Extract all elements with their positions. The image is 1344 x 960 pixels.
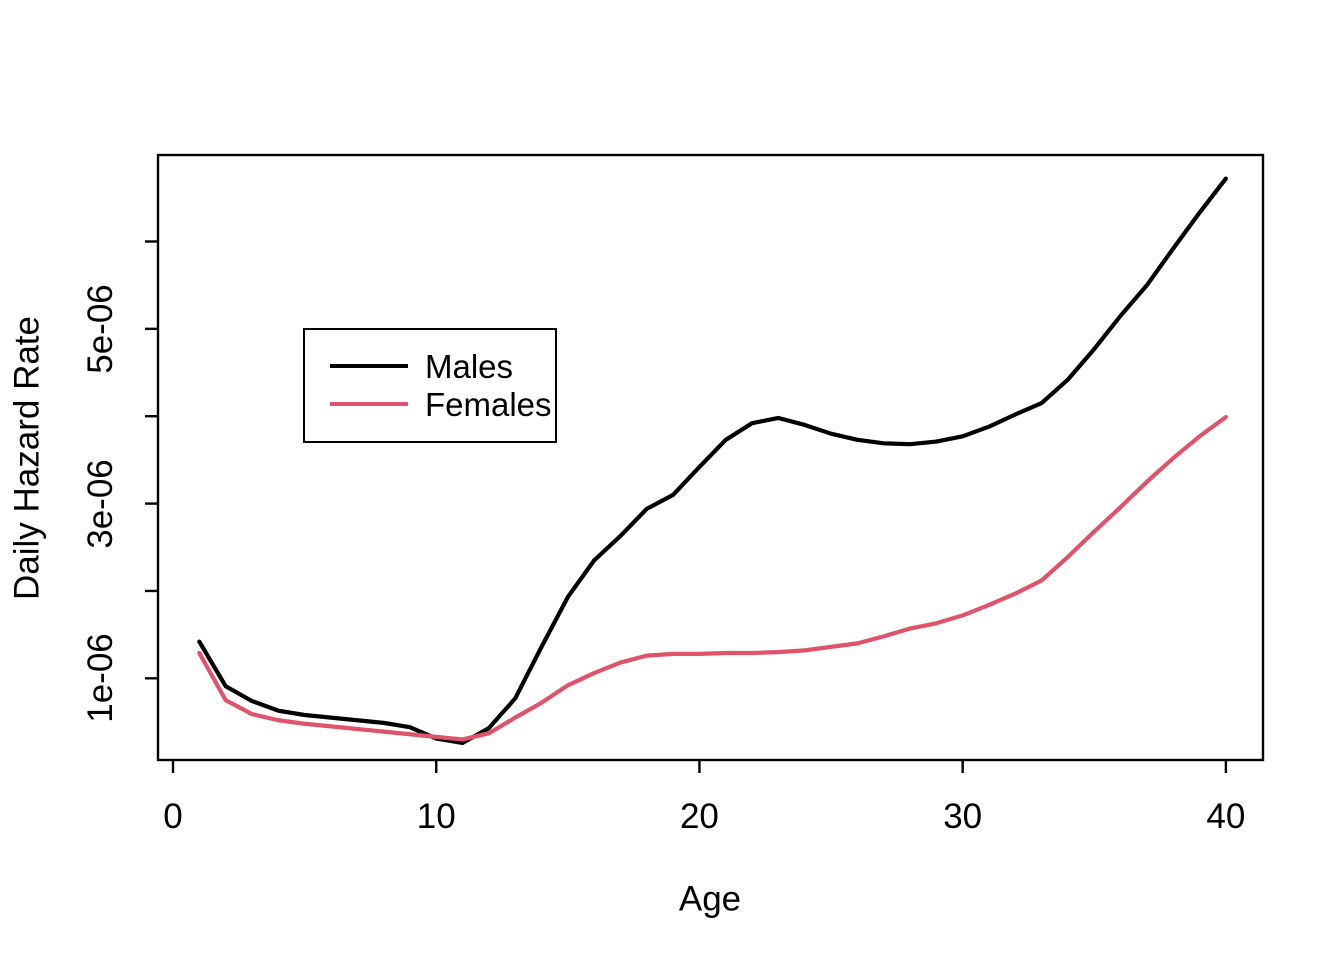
x-axis-title: Age [678, 879, 742, 919]
x-tick-label: 20 [679, 797, 719, 836]
series-line-females [197, 414, 1228, 742]
legend-row-females: Females [330, 386, 552, 422]
y-tick-label: 3e-06 [80, 458, 120, 549]
x-tick-label: 10 [416, 797, 456, 836]
legend-line-swatch-males [330, 364, 408, 368]
series-line-males [197, 176, 1228, 746]
x-tick-label: 40 [1206, 797, 1246, 836]
legend-row-males: Males [330, 348, 513, 384]
plot-box [156, 153, 1265, 762]
y-tick-label: 1e-06 [80, 633, 120, 724]
x-tick-label: 30 [943, 797, 983, 836]
legend-label: Females [425, 385, 552, 423]
legend-line-swatch-females [330, 402, 408, 406]
y-axis-title: Daily Hazard Rate [7, 316, 47, 600]
legend: Males Females [303, 328, 557, 443]
x-tick-label: 0 [163, 797, 183, 836]
legend-label: Males [425, 347, 514, 385]
y-tick-label: 5e-06 [80, 284, 120, 374]
